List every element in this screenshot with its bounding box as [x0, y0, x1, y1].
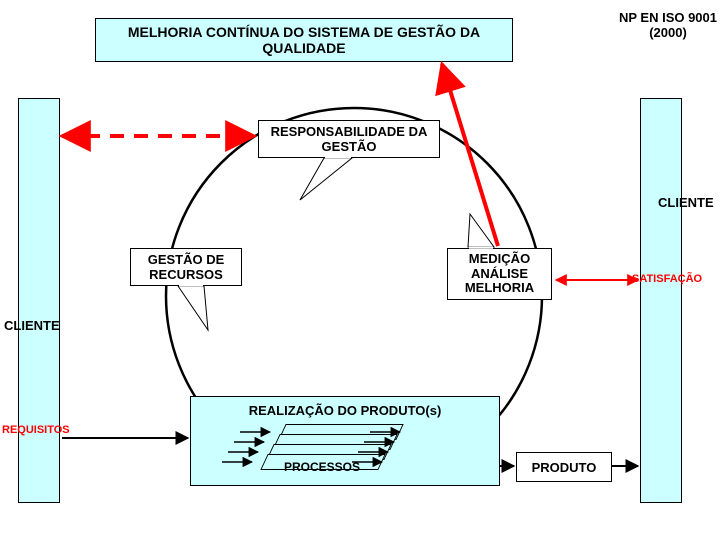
responsibility-tail: [300, 158, 352, 200]
title-box: MELHORIA CONTÍNUA DO SISTEMA DE GESTÃO D…: [95, 18, 513, 62]
resources-tail: [178, 286, 208, 330]
measurement-tail: [468, 214, 494, 247]
product-text: PRODUTO: [532, 460, 597, 475]
measurement-l3: MELHORIA: [465, 281, 534, 296]
processes-label: PROCESSOS: [284, 460, 360, 474]
product-box: PRODUTO: [516, 452, 612, 482]
measurement-l1: MEDIÇÃO: [465, 252, 534, 267]
standard-line1: NP EN ISO 9001: [616, 10, 720, 25]
client-left-label: CLIENTE: [4, 318, 60, 333]
measurement-l2: ANÁLISE: [465, 267, 534, 282]
right-client-bar: [640, 98, 682, 503]
realization-text: REALIZAÇÃO DO PRODUTO(s): [249, 403, 442, 418]
measurement-box: MEDIÇÃO ANÁLISE MELHORIA: [447, 248, 552, 300]
resources-box: GESTÃO DE RECURSOS: [130, 248, 242, 286]
diagram-stage: { "header": { "title": "MELHORIA CONTÍNU…: [0, 0, 720, 540]
left-client-bar: [18, 98, 60, 503]
requirements-label: REQUISITOS: [2, 424, 70, 436]
responsibility-box: RESPONSABILIDADE DA GESTÃO: [258, 120, 440, 158]
title-text: MELHORIA CONTÍNUA DO SISTEMA DE GESTÃO D…: [100, 24, 508, 56]
responsibility-text: RESPONSABILIDADE DA GESTÃO: [262, 124, 436, 154]
client-right-label: CLIENTE: [658, 195, 714, 210]
satisfaction-label: SATISFAÇÃO: [632, 273, 702, 285]
standard-line2: (2000): [616, 25, 720, 40]
resources-text: GESTÃO DE RECURSOS: [134, 252, 238, 282]
standard-label: NP EN ISO 9001 (2000): [616, 10, 720, 40]
red-improvement-arrow: [442, 64, 498, 246]
